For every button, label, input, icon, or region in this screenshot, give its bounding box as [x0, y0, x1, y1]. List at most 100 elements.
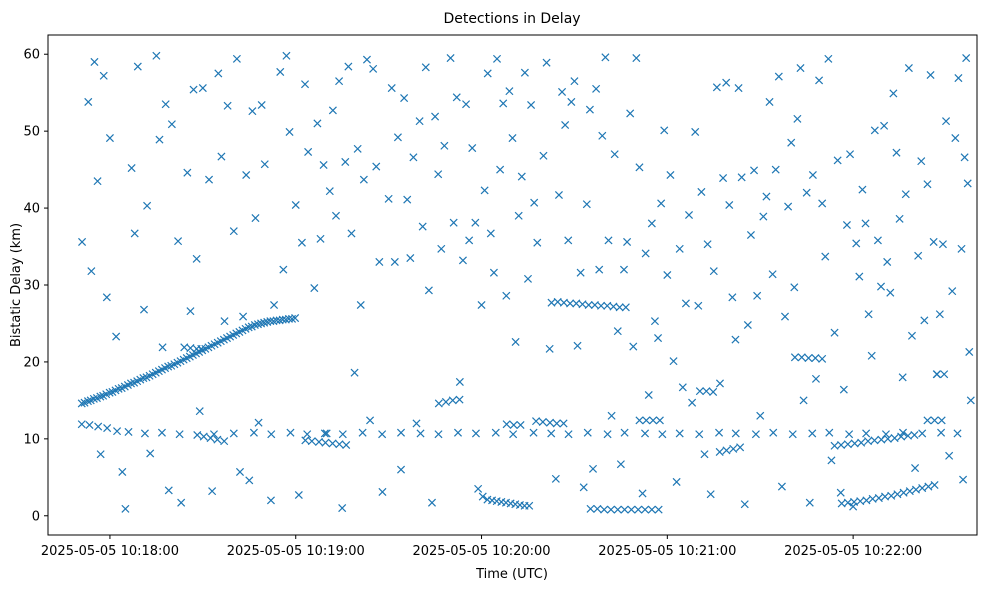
data-point — [753, 291, 762, 300]
data-point — [584, 300, 593, 310]
data-point — [799, 396, 808, 405]
y-axis: 0 10 20 30 40 50 60 — [23, 48, 48, 524]
data-point — [901, 190, 910, 199]
data-point — [520, 68, 529, 77]
data-point — [527, 100, 536, 110]
data-point — [658, 430, 667, 439]
data-point — [155, 135, 164, 144]
data-point — [769, 428, 778, 437]
y-tick-label: 40 — [23, 202, 40, 217]
data-point — [559, 419, 568, 428]
data-point — [491, 428, 500, 437]
data-point — [600, 505, 609, 514]
data-point — [561, 120, 570, 130]
data-point — [514, 211, 523, 220]
data-point — [883, 434, 892, 443]
data-point — [232, 54, 241, 63]
data-point — [641, 429, 650, 438]
data-point — [77, 399, 86, 408]
data-point — [846, 150, 855, 159]
data-point — [635, 163, 644, 172]
data-point — [678, 383, 687, 392]
data-point — [127, 164, 136, 173]
data-point — [257, 100, 266, 110]
data-point — [797, 353, 806, 362]
data-point — [675, 429, 684, 438]
data-point — [858, 185, 867, 194]
data-point — [862, 429, 871, 438]
data-point — [586, 504, 595, 513]
data-point — [113, 427, 122, 436]
data-point — [499, 99, 508, 108]
data-point — [105, 388, 114, 397]
data-point — [474, 484, 483, 493]
data-point — [245, 476, 254, 485]
data-point — [390, 257, 399, 266]
data-point — [626, 109, 635, 118]
data-point — [945, 451, 954, 460]
data-point — [715, 447, 724, 456]
data-point — [213, 435, 222, 444]
data-point — [384, 194, 393, 203]
data-point — [634, 505, 643, 514]
data-point — [532, 417, 541, 426]
data-point — [533, 238, 542, 247]
data-point — [904, 64, 913, 73]
data-point — [478, 492, 487, 501]
data-point — [926, 70, 935, 80]
data-point — [897, 432, 906, 441]
data-point — [282, 51, 291, 60]
data-point — [740, 500, 749, 509]
data-point — [585, 105, 594, 114]
data-point — [90, 57, 99, 66]
data-point — [719, 174, 728, 183]
data-point — [644, 390, 653, 400]
data-point — [620, 428, 629, 437]
data-point — [248, 107, 257, 116]
data-point — [700, 450, 709, 459]
data-point — [458, 256, 467, 265]
x-axis-label: Time (UTC) — [475, 567, 548, 582]
data-point — [378, 430, 387, 439]
data-points — [77, 51, 975, 514]
data-point — [300, 80, 310, 89]
data-point — [725, 200, 734, 210]
data-point — [199, 432, 208, 441]
data-point — [873, 236, 882, 245]
data-point — [709, 267, 718, 276]
data-point — [350, 368, 359, 377]
data-point — [938, 240, 947, 249]
data-point — [468, 144, 477, 153]
data-point — [446, 54, 455, 63]
data-point — [632, 54, 641, 63]
plot-area — [48, 35, 977, 535]
data-point — [641, 505, 650, 514]
data-point — [920, 316, 929, 325]
data-point — [715, 428, 724, 437]
data-point — [918, 429, 927, 438]
data-point — [310, 284, 319, 293]
data-point — [89, 394, 98, 403]
data-point — [655, 416, 664, 425]
data-point — [492, 54, 502, 63]
chart-title: Detections in Delay — [443, 11, 580, 27]
data-point — [121, 504, 130, 513]
data-point — [139, 305, 149, 314]
data-point — [257, 319, 266, 328]
data-point — [657, 199, 666, 208]
data-point — [175, 430, 184, 439]
data-point — [583, 428, 592, 437]
data-point — [604, 236, 613, 245]
data-point — [638, 489, 647, 498]
data-point — [251, 214, 260, 223]
data-point — [341, 157, 350, 166]
data-point — [914, 251, 923, 260]
data-point — [319, 160, 328, 170]
data-point — [579, 483, 588, 492]
data-point — [962, 54, 971, 63]
data-point — [511, 337, 520, 346]
data-point — [907, 331, 916, 340]
data-point — [440, 141, 449, 150]
data-point — [793, 114, 802, 123]
data-point — [780, 312, 790, 321]
